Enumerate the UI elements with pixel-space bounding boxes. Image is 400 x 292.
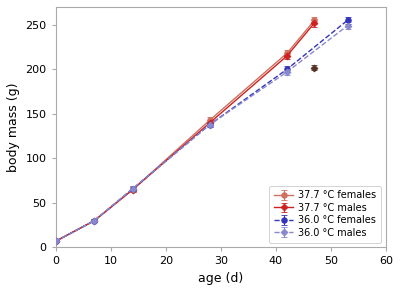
Y-axis label: body mass (g): body mass (g) — [7, 82, 20, 172]
X-axis label: age (d): age (d) — [198, 272, 244, 285]
Legend: 37.7 °C females, 37.7 °C males, 36.0 °C females, 36.0 °C males: 37.7 °C females, 37.7 °C males, 36.0 °C … — [269, 186, 381, 243]
